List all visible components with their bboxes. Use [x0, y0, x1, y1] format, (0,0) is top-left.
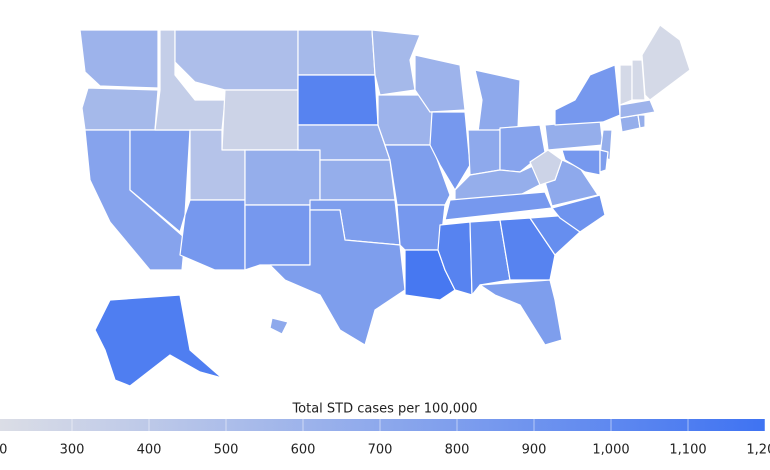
- legend-tick-label: 400: [137, 443, 162, 458]
- state: [179, 199, 246, 271]
- legend-tick-label: 300: [60, 443, 85, 458]
- state: [94, 294, 223, 387]
- state: [561, 149, 601, 176]
- state: [174, 29, 299, 91]
- state: [479, 279, 563, 346]
- legend-tick-label: 700: [368, 443, 393, 458]
- state: [244, 149, 321, 206]
- state: [396, 204, 446, 251]
- state: [467, 129, 501, 176]
- state: [599, 149, 609, 173]
- state: [244, 204, 311, 271]
- state: [469, 219, 511, 296]
- state: [619, 99, 656, 119]
- state: [221, 89, 299, 151]
- legend-tick-label: 200: [0, 443, 7, 458]
- legend-tick-label: 900: [522, 443, 547, 458]
- state: [551, 194, 606, 233]
- legend-tick-label: 600: [291, 443, 316, 458]
- state: [297, 29, 376, 76]
- legend-tick-label: 1,200: [746, 443, 770, 458]
- state: [554, 64, 621, 126]
- state: [319, 159, 396, 201]
- legend: 200 300 400 500 600 700 800 900 1,000 1,100 1,200: [0, 419, 770, 458]
- state: [641, 24, 691, 101]
- color-bar: [0, 419, 765, 431]
- state: [631, 59, 646, 101]
- legend-tick-label: 500: [214, 443, 239, 458]
- states: [79, 24, 691, 387]
- state: [371, 29, 421, 96]
- state: [637, 114, 646, 129]
- state: [269, 317, 289, 335]
- legend-tick-label: 1,000: [592, 443, 629, 458]
- state: [544, 119, 604, 151]
- legend-tick-label: 800: [445, 443, 470, 458]
- state: [619, 64, 633, 106]
- state: [474, 69, 521, 133]
- state: [297, 74, 379, 126]
- state: [499, 217, 556, 281]
- state: [529, 149, 563, 186]
- legend-title: Total STD cases per 100,000: [291, 402, 477, 417]
- state: [81, 87, 159, 131]
- state: [414, 54, 466, 113]
- state: [269, 209, 406, 346]
- state: [79, 29, 159, 89]
- legend-tick-label: 1,100: [669, 443, 706, 458]
